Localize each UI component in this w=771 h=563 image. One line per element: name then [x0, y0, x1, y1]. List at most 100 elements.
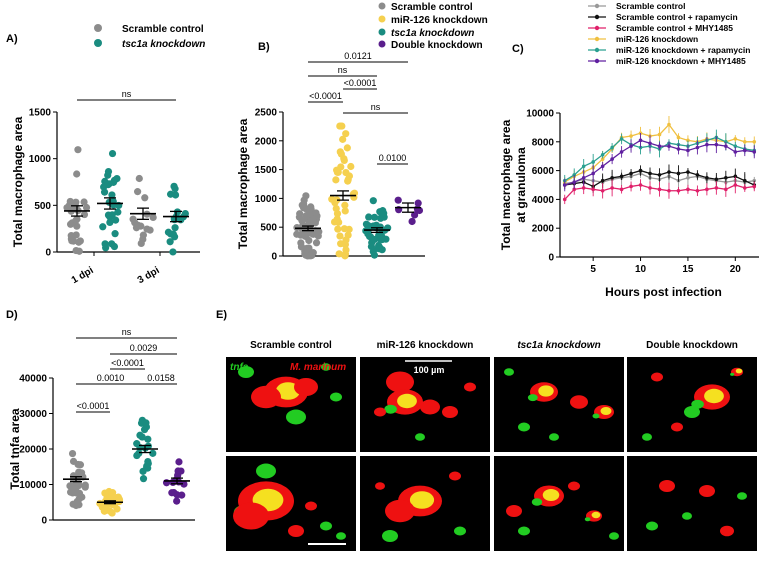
chart-c-point [742, 178, 747, 183]
chart-c-y-tick-label: 8000 [532, 137, 555, 148]
panel-label-b: B) [258, 41, 270, 53]
chart-c-point [591, 171, 595, 176]
chart-d-2-point [106, 507, 114, 515]
chart-b-1-point [295, 213, 304, 221]
micrograph-colocalized-signal [542, 489, 560, 501]
chart-a-2-point [110, 176, 119, 184]
chart-d-y-tick-label: 20000 [19, 445, 47, 456]
panel-label-d: D) [6, 309, 18, 321]
legend-a-label-2: tsc1a knockdown [122, 39, 205, 50]
chart-d-1-point [73, 478, 81, 486]
micrograph-tnfa-signal [320, 521, 332, 531]
micrograph-bacteria-spot [720, 525, 734, 537]
chart-b-bracket-label: <0.0001 [309, 91, 342, 101]
micrograph-bacteria-spot [659, 480, 675, 492]
chart-d-bracket-label: <0.0001 [77, 401, 110, 411]
chart-b-2-point [332, 176, 340, 184]
chart-c-point [638, 183, 643, 187]
chart-b-4-point [413, 205, 422, 213]
chart-a-3-point [141, 194, 149, 202]
chart-b-3-point [369, 197, 377, 205]
chart-b: 0 500 1000 1500 2000 2500 <0.0001 ns 0.0121 <0.00… [236, 51, 425, 263]
chart-a-1-point [67, 235, 75, 243]
image-column-title-4: Double knockdown [646, 340, 738, 351]
chart-a-y-tick-label: 1500 [29, 108, 52, 119]
chart-c-y-tick-label: 10000 [526, 109, 554, 120]
micrograph-tnfa-signal [737, 492, 747, 500]
chart-a-y-tick-label: 0 [45, 248, 51, 259]
micrograph-colocalized-signal [600, 407, 612, 415]
chart-a-y-label: Total macrophage area [11, 116, 25, 247]
micrograph-colocalized-signal [409, 491, 435, 509]
chart-c-point [667, 122, 671, 127]
chart-a-2-point [104, 171, 112, 179]
micrograph-bacteria-spot [442, 406, 458, 418]
micrograph-bacteria-spot [374, 407, 386, 417]
chart-b-1-point [299, 204, 308, 212]
chart-b-y-tick-label: 2000 [255, 136, 278, 147]
chart-b-2-point [331, 199, 339, 207]
chart-a-1-point [80, 198, 88, 206]
micrograph-bacteria-spot [288, 525, 304, 537]
chart-c-x-tick-label: 10 [635, 264, 647, 275]
chart-c-point [600, 188, 605, 193]
micrograph-tnfa-signal [238, 366, 254, 378]
chart-b-3-point [375, 245, 383, 253]
chart-b-2-point [337, 150, 345, 158]
chart-c-point [752, 178, 757, 183]
chart-c-point [629, 144, 633, 148]
chart-c-point [724, 144, 728, 148]
chart-c-point [600, 152, 605, 157]
chart-d-3-point [139, 475, 148, 483]
chart-b-3-point [380, 209, 388, 217]
chart-c-point [676, 147, 681, 151]
chart-b-4-point [411, 211, 419, 219]
chart-d-bracket-label: 0.0010 [97, 373, 125, 383]
micrograph-colocalized-signal [735, 368, 743, 374]
micrograph-tnfa-signal [592, 413, 600, 419]
chart-c: 0 2000 4000 6000 8000 10000 5 10 15 20 Hours post … [499, 109, 759, 299]
chart-a-4-point [164, 228, 173, 236]
chart-c-point [600, 164, 605, 169]
chart-c-point [591, 160, 595, 164]
image-label-mmarinum: M. marinum [290, 362, 346, 373]
legend-a-marker-1 [94, 24, 102, 32]
micrograph-bacteria-spot [651, 372, 663, 382]
chart-d-3-point [135, 449, 143, 457]
chart-a-3-point [139, 231, 147, 239]
legend-b-marker-2 [378, 15, 386, 23]
chart-c-point [705, 176, 709, 180]
chart-a-2-point [114, 208, 122, 216]
chart-c-point [638, 168, 643, 173]
chart-a-3-point [135, 174, 143, 183]
legend-b-marker-4 [378, 40, 386, 48]
micrograph-tnfa-signal [382, 530, 398, 542]
chart-c-point [629, 171, 633, 176]
chart-d-y-label: Total tnfa area [8, 408, 22, 489]
chart-c-point [581, 176, 586, 180]
chart-b-3-point [370, 235, 379, 244]
chart-b-3-point [370, 213, 379, 221]
chart-c-point [629, 184, 633, 189]
chart-b-3-point [369, 222, 378, 230]
micrograph-3-1 [494, 357, 624, 452]
chart-c-point [667, 144, 671, 148]
chart-c-point [733, 174, 738, 179]
micrograph-tnfa-signal [584, 517, 591, 522]
micrograph-bacteria-spot [420, 399, 440, 415]
chart-c-point [581, 164, 586, 169]
chart-a-2-point [101, 240, 109, 248]
micrograph-bacteria-spot [251, 385, 281, 409]
chart-a-2-point [99, 223, 107, 231]
chart-a-4-point [166, 190, 175, 198]
chart-d-3-point [139, 467, 147, 475]
micrograph-bacteria-spot [294, 378, 318, 396]
chart-c-point [591, 187, 595, 192]
legend-c-label: miR-126 knockdown + rapamycin [616, 45, 750, 55]
micrograph-tnfa-signal [730, 372, 735, 376]
micrograph-bacteria-spot [386, 371, 414, 393]
legend-c-label: miR-126 knockdown + MHY1485 [616, 56, 746, 66]
chart-b-1-point [313, 212, 321, 220]
chart-c-y-tick-label: 6000 [532, 166, 555, 177]
